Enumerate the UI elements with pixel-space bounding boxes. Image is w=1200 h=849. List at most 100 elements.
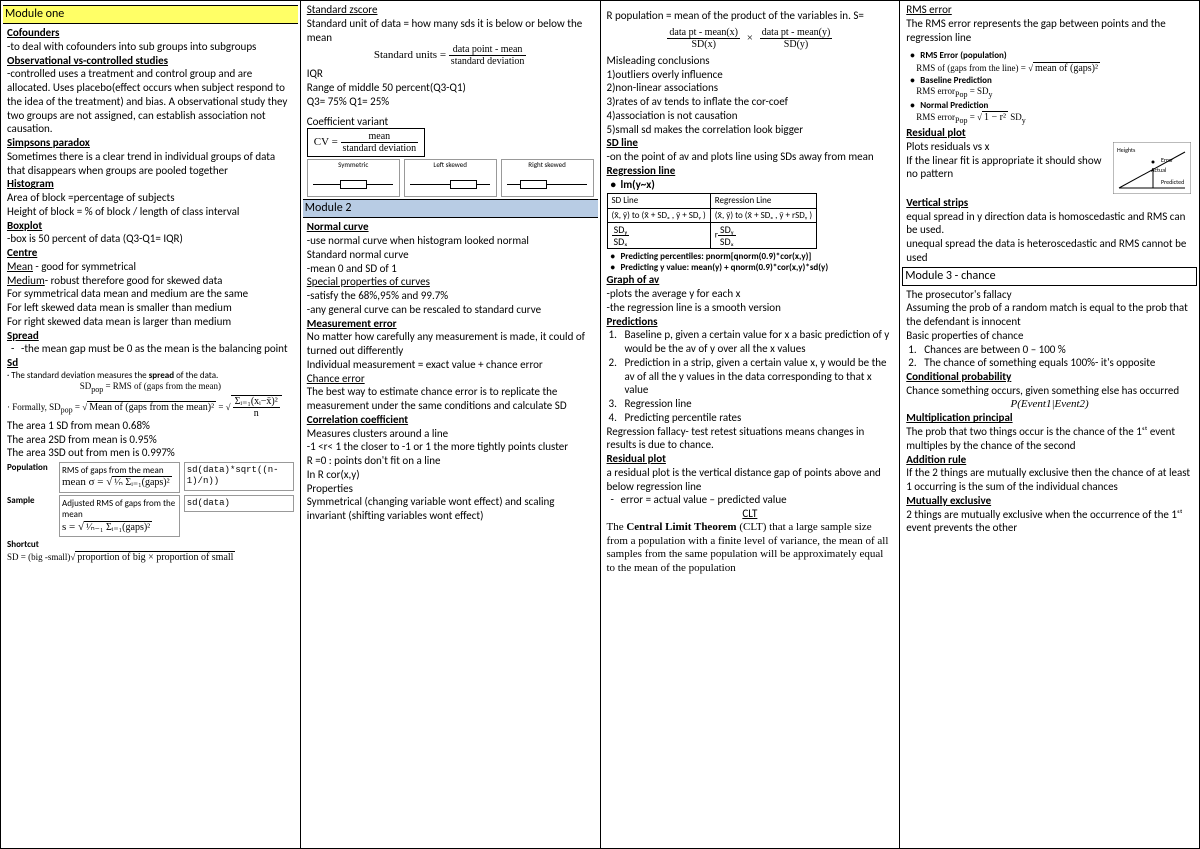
histogram-heading: Histogram (7, 177, 294, 191)
mean-body: - good for symmetrical (33, 260, 136, 273)
normal-heading: Normal curve (307, 220, 594, 234)
me-heading: Measurement error (307, 317, 594, 331)
me-l1: No matter how carefully any measurement … (307, 330, 594, 358)
rms-b3-eq: RMS errorPop = √1 − r² SDy (906, 111, 1193, 126)
cc-l4: In R cor(x,y) (307, 468, 594, 482)
rms-body: The RMS error represents the gap between… (906, 17, 1193, 45)
medium-line: Medium- robust therefore good for skewed… (7, 274, 294, 288)
simpsons-heading: Simpsons paradox (7, 136, 294, 150)
module-2-header: Module 2 (303, 199, 598, 218)
sd-l1: · The standard deviation measures the sp… (7, 370, 294, 381)
gav-l2: -the regression line is a smooth version (607, 301, 894, 315)
skew-symmetric: Symmetric (307, 159, 400, 197)
clt-body: The Central Limit Theorem (CLT) that a l… (607, 521, 894, 576)
column-3: R population = mean of the product of th… (601, 1, 901, 848)
iqr-l2: Q3= 75% Q1= 25% (307, 95, 594, 109)
module-1-header: Module one (3, 5, 298, 24)
ce-heading: Chance error (307, 372, 594, 386)
column-4: RMS error The RMS error represents the g… (900, 1, 1199, 848)
mex-body: 2 things are mutually exclusive when the… (906, 508, 1193, 536)
cofounders-body: -to deal with cofounders into sub groups… (7, 40, 294, 54)
gav-l1: -plots the average y for each x (607, 287, 894, 301)
zscore-body: Standard unit of data = how many sds it … (307, 17, 594, 45)
vs-l1: equal spread in y direction data is homo… (906, 210, 1193, 238)
cofounders-heading: Cofounders (7, 26, 294, 40)
rp-h: Residual plot (607, 452, 894, 466)
zscore-heading: Standard zscore (307, 3, 594, 17)
regline-h: Regression line (607, 164, 894, 178)
vs-h: Vertical strips (906, 196, 1193, 210)
norm-l3: -mean 0 and SD of 1 (307, 262, 594, 276)
sd-vs-reg-table: SD LineRegression Line (x̄, ȳ) to (x̄ + … (607, 193, 818, 249)
cond-eq: P(Event1|Event2) (906, 398, 1193, 412)
rp-l1: a residual plot is the vertical distance… (607, 466, 894, 494)
tbl-sd-2: SDᵧSDₓ (607, 222, 710, 248)
mult-h: Multiplication principal (906, 411, 1193, 425)
rp4-h: Residual plot (906, 126, 1193, 140)
mean-line: Mean - good for symmetrical (7, 260, 294, 274)
clt-h: CLT (607, 507, 894, 521)
area-2sd: The area 2SD from mean is 0.95% (7, 433, 294, 447)
obs-body: -controlled uses a treatment and control… (7, 67, 294, 136)
sample-row: Sample Adjusted RMS of gaps from the mea… (7, 495, 294, 537)
samp-t1: Adjusted RMS of gaps from the mean (62, 498, 177, 521)
spc-l1: -satisfy the 68%,95% and 99.7% (307, 289, 594, 303)
norm-l1: -use normal curve when histogram looked … (307, 234, 594, 248)
pros-h: The prosecutor's fallacy (906, 288, 1193, 302)
pred-1: 1.Baseline p, given a certain value for … (607, 328, 894, 356)
cc-l3: R =0 : points don't fit on a line (307, 454, 594, 468)
shortcut-eq: SD = (big -small)√proportion of big × pr… (7, 551, 294, 565)
medium-body: - robust therefore good for skewed data (45, 274, 223, 287)
iqr-l1: Range of middle 50 percent(Q3-Q1) (307, 81, 594, 95)
skew-diagrams: Symmetric Left skewed Right skewed (307, 159, 594, 197)
area-3sd: The area 3SD out from men is 0.997% (7, 446, 294, 460)
tbl-reg-1: (x̄, ȳ) to (x̄ + SDₓ , ȳ + rSDᵧ ) (710, 208, 816, 222)
boxplot-body: -box is 50 percent of data (Q3-Q1= IQR) (7, 232, 294, 246)
pred-2: 2.Prediction in a strip, given a certain… (607, 356, 894, 397)
tbl-sd-1: (x̄, ȳ) to (x̄ + SDₓ , ȳ + SDᵧ ) (607, 208, 710, 222)
add-h: Addition rule (906, 453, 1193, 467)
bpc-2: 2.The chance of something equals 100%- i… (906, 356, 1193, 370)
sym-line: For symmetrical data mean and medium are… (7, 287, 294, 301)
mis5: 5)small sd makes the correlation look bi… (607, 123, 894, 137)
cond-h: Conditional probability (906, 370, 1193, 384)
centre-heading: Centre (7, 246, 294, 260)
svg-text:Heights: Heights (1117, 146, 1136, 154)
column-2: Standard zscore Standard unit of data = … (301, 1, 601, 848)
sd-formally: · Formally, SDpop = √Mean of (gaps from … (7, 395, 294, 419)
shortcut-h: Shortcut (7, 539, 294, 550)
samp-mid: Adjusted RMS of gaps from the mean s = √… (59, 495, 180, 537)
rms-h: RMS error (906, 3, 1193, 17)
spc-l2: -any general curve can be rescaled to st… (307, 303, 594, 317)
population-row: Population RMS of gaps from the mean mea… (7, 462, 294, 493)
cv-eq: CV = meanstandard deviation (307, 128, 425, 157)
pop-rcode: sd(data)*sqrt((n-1)/n)) (184, 462, 294, 491)
sd-eq1: SDpop = RMS of (gaps from the mean) (7, 381, 294, 395)
tbl-sd-h: SD Line (607, 194, 710, 208)
pred-4: 4.Predicting percentile rates (607, 411, 894, 425)
tbl-reg-2: rSDᵧSDₓ (710, 222, 816, 248)
svg-text:Error: Error (1161, 156, 1173, 164)
ce-body: The best way to estimate chance error is… (307, 385, 594, 413)
rms-b2: Baseline Prediction (906, 75, 1193, 86)
medium-h: Medium (7, 274, 45, 287)
skew-left: Left skewed (404, 159, 497, 197)
iqr-h: IQR (307, 67, 594, 81)
simpsons-body: Sometimes there is a clear trend in indi… (7, 150, 294, 178)
mex-h: Mutually exclusive (906, 494, 1193, 508)
right-line: For right skewed data mean is larger tha… (7, 315, 294, 329)
rms-b1-eq: RMS of (gaps from the line) = √mean of (… (906, 62, 1193, 76)
gav-h: Graph of av (607, 273, 894, 287)
spread-heading: Spread (7, 329, 294, 343)
sdline-h: SD line (607, 136, 894, 150)
me-l2: Individual measurement = exact value + c… (307, 358, 594, 372)
pros-body: Assuming the prob of a random match is e… (906, 301, 1193, 329)
rms-b1: RMS Error (population) (906, 50, 1193, 61)
left-line: For left skewed data mean is smaller tha… (7, 301, 294, 315)
mis2: 2)non-linear associations (607, 81, 894, 95)
mis1: 1)outliers overly influence (607, 68, 894, 82)
pop-mid: RMS of gaps from the mean mean σ = √¹⁄ₙ … (59, 462, 180, 493)
cc-l5: Properties (307, 482, 594, 496)
samp-rcode: sd(data) (184, 495, 294, 512)
area-1sd: The area 1 SD from mean 0.68% (7, 419, 294, 433)
